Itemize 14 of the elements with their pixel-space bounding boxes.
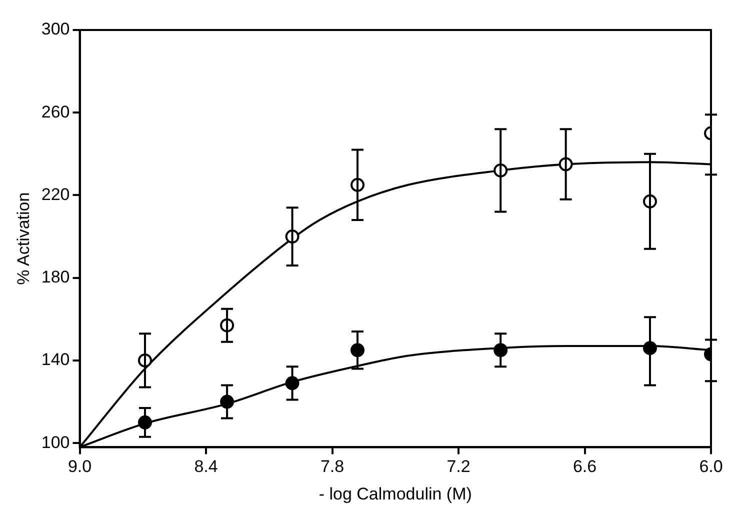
x-tick-label: 6.0 bbox=[699, 457, 723, 476]
x-tick-label: 7.8 bbox=[320, 457, 344, 476]
y-tick-label: 300 bbox=[41, 20, 70, 39]
x-axis-title: - log Calmodulin (M) bbox=[318, 484, 472, 504]
y-tick-label: 100 bbox=[41, 432, 70, 452]
y-axis-title: % Activation bbox=[14, 192, 33, 285]
x-tick-label: 8.4 bbox=[194, 457, 218, 476]
y-tick-label: 140 bbox=[41, 350, 70, 370]
y-tick-label: 180 bbox=[41, 268, 70, 287]
x-tick-label: 7.2 bbox=[446, 457, 470, 476]
x-tick-label: 9.0 bbox=[68, 457, 92, 476]
x-tick-label: 6.6 bbox=[572, 457, 597, 476]
y-tick-label: 220 bbox=[41, 184, 70, 204]
y-tick-label: 260 bbox=[41, 102, 70, 122]
